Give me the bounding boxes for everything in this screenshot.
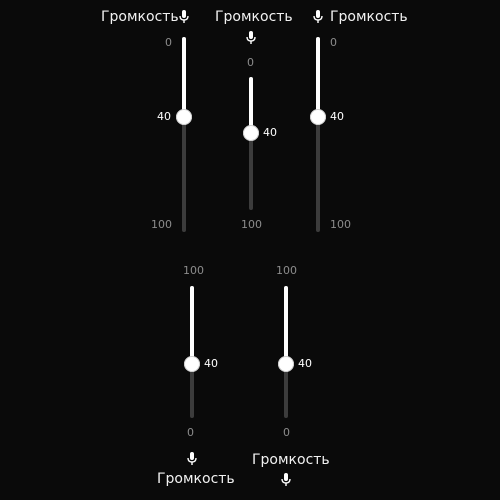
slider-label: Громкость bbox=[330, 9, 408, 25]
slider-fill bbox=[284, 286, 288, 364]
slider-fill bbox=[249, 77, 253, 133]
slider-track[interactable] bbox=[316, 37, 320, 232]
microphone-icon bbox=[246, 31, 256, 44]
tick-min-label: 0 bbox=[283, 426, 290, 439]
slider-value: 40 bbox=[204, 357, 218, 370]
slider-track[interactable] bbox=[182, 37, 186, 232]
tick-max-label: 100 bbox=[151, 218, 172, 231]
slider-label: Громкость bbox=[157, 471, 235, 487]
slider-label: Громкость bbox=[215, 9, 293, 25]
microphone-icon bbox=[313, 10, 323, 23]
tick-max-label: 100 bbox=[276, 264, 297, 277]
tick-max-label: 100 bbox=[183, 264, 204, 277]
microphone-icon bbox=[187, 452, 197, 465]
slider-value: 40 bbox=[157, 110, 171, 123]
slider-value: 40 bbox=[330, 110, 344, 123]
tick-min-label: 0 bbox=[187, 426, 194, 439]
tick-min-label: 0 bbox=[247, 56, 254, 69]
slider-value: 40 bbox=[298, 357, 312, 370]
slider-label: Громкость bbox=[101, 9, 179, 25]
tick-min-label: 0 bbox=[165, 36, 172, 49]
tick-min-label: 0 bbox=[330, 36, 337, 49]
slider-thumb[interactable] bbox=[278, 356, 294, 372]
slider-value: 40 bbox=[263, 126, 277, 139]
slider-thumb[interactable] bbox=[176, 109, 192, 125]
microphone-icon bbox=[179, 10, 189, 23]
tick-max-label: 100 bbox=[241, 218, 262, 231]
microphone-icon bbox=[281, 473, 291, 486]
slider-fill bbox=[182, 37, 186, 117]
slider-thumb[interactable] bbox=[243, 125, 259, 141]
tick-max-label: 100 bbox=[330, 218, 351, 231]
slider-thumb[interactable] bbox=[310, 109, 326, 125]
slider-label: Громкость bbox=[252, 452, 330, 468]
slider-track[interactable] bbox=[249, 77, 253, 210]
slider-thumb[interactable] bbox=[184, 356, 200, 372]
slider-fill bbox=[190, 286, 194, 364]
slider-fill bbox=[316, 37, 320, 117]
